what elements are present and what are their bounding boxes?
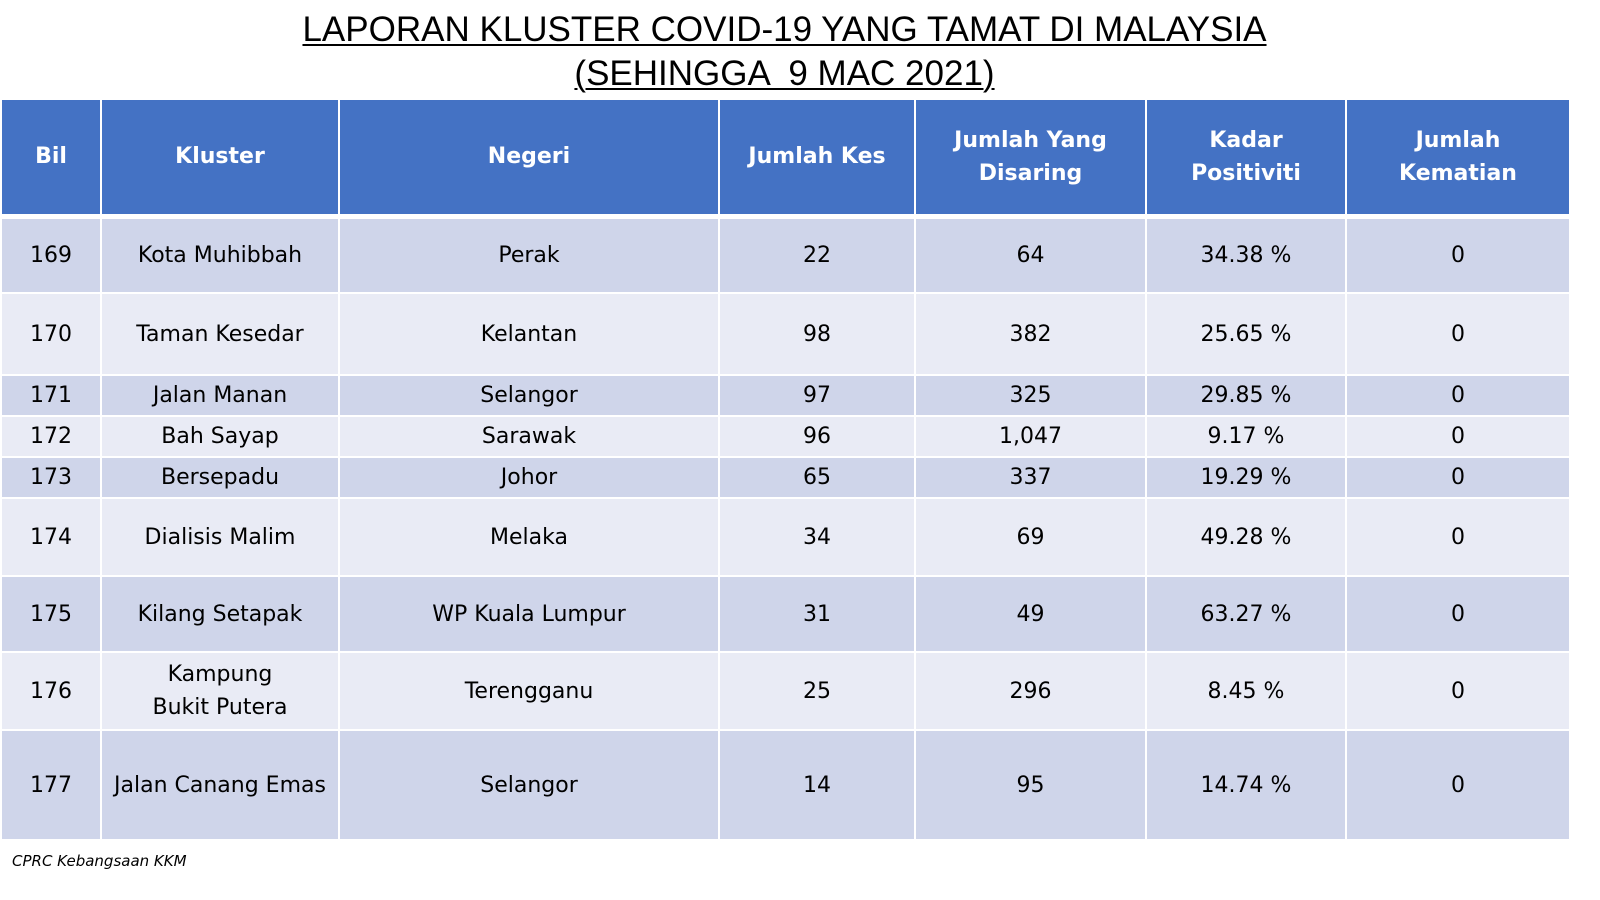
header-bil: Bil [0, 100, 102, 219]
cell-jumlah-kes: 31 [718, 575, 916, 653]
cell-jumlah-kematian: 0 [1345, 415, 1571, 458]
source-note: CPRC Kebangsaan KKM [12, 852, 187, 870]
cell-negeri: Perak [338, 215, 720, 294]
cell-kluster: Jalan Manan [100, 374, 340, 417]
table-row: 173 Bersepadu Johor 65 337 19.29 % 0 [0, 456, 1571, 499]
cell-bil: 174 [0, 497, 102, 577]
cell-kluster: Taman Kesedar [100, 292, 340, 376]
cell-kluster: Bersepadu [100, 456, 340, 499]
cell-kadar-positiviti: 49.28 % [1145, 497, 1347, 577]
cell-bil: 176 [0, 651, 102, 731]
cell-bil: 173 [0, 456, 102, 499]
cell-bil: 172 [0, 415, 102, 458]
header-jumlah-disaring-line2: Disaring [978, 160, 1083, 186]
header-jumlah-kematian: Jumlah Kematian [1345, 100, 1571, 219]
cell-jumlah-disaring: 69 [914, 497, 1147, 577]
cell-negeri: Melaka [338, 497, 720, 577]
cell-jumlah-disaring: 1,047 [914, 415, 1147, 458]
table-row: 176 Kampung Bukit Putera Terengganu 25 2… [0, 651, 1571, 731]
cell-kluster: Jalan Canang Emas [100, 729, 340, 841]
report-title: LAPORAN KLUSTER COVID-19 YANG TAMAT DI M… [0, 8, 1569, 96]
table-row: 170 Taman Kesedar Kelantan 98 382 25.65 … [0, 292, 1571, 376]
cell-jumlah-kematian: 0 [1345, 374, 1571, 417]
cell-kluster-line2: Bukit Putera [152, 695, 288, 720]
table-row: 177 Jalan Canang Emas Selangor 14 95 14.… [0, 729, 1571, 841]
cell-jumlah-kes: 14 [718, 729, 916, 841]
cell-kluster: Bah Sayap [100, 415, 340, 458]
cell-jumlah-kes: 22 [718, 215, 916, 294]
cell-jumlah-kematian: 0 [1345, 292, 1571, 376]
cell-negeri: Selangor [338, 374, 720, 417]
cell-jumlah-kematian: 0 [1345, 215, 1571, 294]
cell-jumlah-disaring: 325 [914, 374, 1147, 417]
report-title-line1: LAPORAN KLUSTER COVID-19 YANG TAMAT DI M… [302, 10, 1267, 49]
cell-kadar-positiviti: 9.17 % [1145, 415, 1347, 458]
cell-kadar-positiviti: 8.45 % [1145, 651, 1347, 731]
header-jumlah-kes: Jumlah Kes [718, 100, 916, 219]
cell-kluster-line1: Kampung [167, 662, 273, 687]
cell-jumlah-disaring: 296 [914, 651, 1147, 731]
cell-bil: 171 [0, 374, 102, 417]
cell-negeri: WP Kuala Lumpur [338, 575, 720, 653]
cell-jumlah-kematian: 0 [1345, 456, 1571, 499]
header-jumlah-disaring: Jumlah Yang Disaring [914, 100, 1147, 219]
header-jumlah-disaring-line1: Jumlah Yang [954, 127, 1107, 153]
table-row: 174 Dialisis Malim Melaka 34 69 49.28 % … [0, 497, 1571, 577]
cell-kadar-positiviti: 34.38 % [1145, 215, 1347, 294]
cell-negeri: Johor [338, 456, 720, 499]
cell-bil: 169 [0, 215, 102, 294]
cell-jumlah-kes: 97 [718, 374, 916, 417]
cell-bil: 170 [0, 292, 102, 376]
cell-jumlah-disaring: 64 [914, 215, 1147, 294]
cluster-table: Bil Kluster Negeri Jumlah Kes Jumlah Yan… [0, 100, 1571, 841]
cell-jumlah-kematian: 0 [1345, 729, 1571, 841]
header-row: Bil Kluster Negeri Jumlah Kes Jumlah Yan… [0, 100, 1571, 219]
cell-kadar-positiviti: 14.74 % [1145, 729, 1347, 841]
cell-kluster: Kota Muhibbah [100, 215, 340, 294]
cell-kadar-positiviti: 63.27 % [1145, 575, 1347, 653]
cell-kadar-positiviti: 25.65 % [1145, 292, 1347, 376]
cell-negeri: Terengganu [338, 651, 720, 731]
cell-kluster: Dialisis Malim [100, 497, 340, 577]
cell-kadar-positiviti: 29.85 % [1145, 374, 1347, 417]
cell-bil: 175 [0, 575, 102, 653]
cell-jumlah-kematian: 0 [1345, 575, 1571, 653]
cell-jumlah-kematian: 0 [1345, 651, 1571, 731]
table-row: 175 Kilang Setapak WP Kuala Lumpur 31 49… [0, 575, 1571, 653]
cell-jumlah-kematian: 0 [1345, 497, 1571, 577]
header-kadar-positiviti: Kadar Positiviti [1145, 100, 1347, 219]
cell-jumlah-disaring: 382 [914, 292, 1147, 376]
table-row: 171 Jalan Manan Selangor 97 325 29.85 % … [0, 374, 1571, 417]
cell-kadar-positiviti: 19.29 % [1145, 456, 1347, 499]
table-row: 172 Bah Sayap Sarawak 96 1,047 9.17 % 0 [0, 415, 1571, 458]
cell-jumlah-kes: 25 [718, 651, 916, 731]
cell-jumlah-disaring: 337 [914, 456, 1147, 499]
cell-negeri: Selangor [338, 729, 720, 841]
header-kluster: Kluster [100, 100, 340, 219]
cell-kluster: Kampung Bukit Putera [100, 651, 340, 731]
table-row: 169 Kota Muhibbah Perak 22 64 34.38 % 0 [0, 215, 1571, 294]
cell-jumlah-kes: 34 [718, 497, 916, 577]
header-negeri: Negeri [338, 100, 720, 219]
cell-jumlah-kes: 98 [718, 292, 916, 376]
cell-jumlah-kes: 65 [718, 456, 916, 499]
cell-negeri: Kelantan [338, 292, 720, 376]
cell-jumlah-disaring: 95 [914, 729, 1147, 841]
cell-jumlah-disaring: 49 [914, 575, 1147, 653]
cell-kluster: Kilang Setapak [100, 575, 340, 653]
cell-jumlah-kes: 96 [718, 415, 916, 458]
cell-bil: 177 [0, 729, 102, 841]
report-title-line2: (SEHINGGA 9 MAC 2021) [574, 54, 995, 93]
cell-negeri: Sarawak [338, 415, 720, 458]
